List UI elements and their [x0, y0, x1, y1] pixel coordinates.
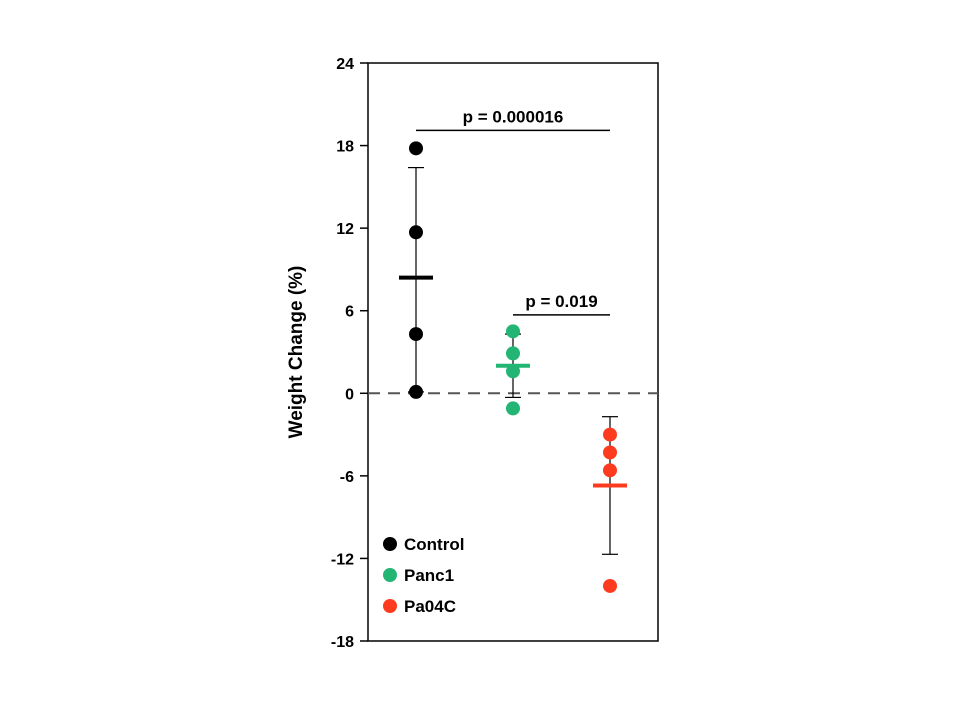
legend-marker [383, 568, 397, 582]
data-point [409, 141, 423, 156]
legend-label: Control [404, 535, 464, 554]
data-point [603, 578, 617, 593]
series-pa04c [593, 416, 627, 593]
y-tick-label: 6 [345, 304, 354, 321]
legend-marker [383, 599, 397, 613]
data-point [409, 225, 423, 240]
plot-frame [367, 62, 659, 642]
y-tick-label: 18 [336, 139, 354, 156]
data-series [399, 141, 627, 593]
data-point [603, 463, 617, 478]
data-point [506, 346, 520, 361]
y-tick-label: -6 [340, 469, 354, 486]
data-point [506, 364, 520, 379]
legend: Control Panc1 Pa04C [383, 535, 464, 616]
data-point [409, 384, 423, 399]
legend-label: Pa04C [404, 597, 456, 616]
p-value-label: p = 0.000016 [463, 107, 564, 126]
y-tick-label: -12 [331, 551, 354, 568]
y-tick-label: 0 [345, 386, 354, 403]
data-point [506, 324, 520, 339]
data-point [603, 427, 617, 442]
series-panc1 [496, 324, 530, 416]
legend-marker [383, 537, 397, 551]
y-axis-ticks: -18 -12 -6 0 6 12 18 24 [331, 56, 368, 651]
p-value-annotations: p = 0.000016 p = 0.019 [416, 107, 610, 316]
series-control [399, 141, 433, 399]
legend-label: Panc1 [404, 566, 454, 585]
data-point [506, 401, 520, 416]
y-axis-title: Weight Change (%) [286, 266, 307, 439]
data-point [603, 445, 617, 460]
p-value-label: p = 0.019 [525, 292, 597, 311]
y-tick-label: 24 [336, 56, 354, 73]
data-point [409, 327, 423, 342]
y-tick-label: -18 [331, 634, 354, 651]
y-tick-label: 12 [336, 221, 354, 238]
